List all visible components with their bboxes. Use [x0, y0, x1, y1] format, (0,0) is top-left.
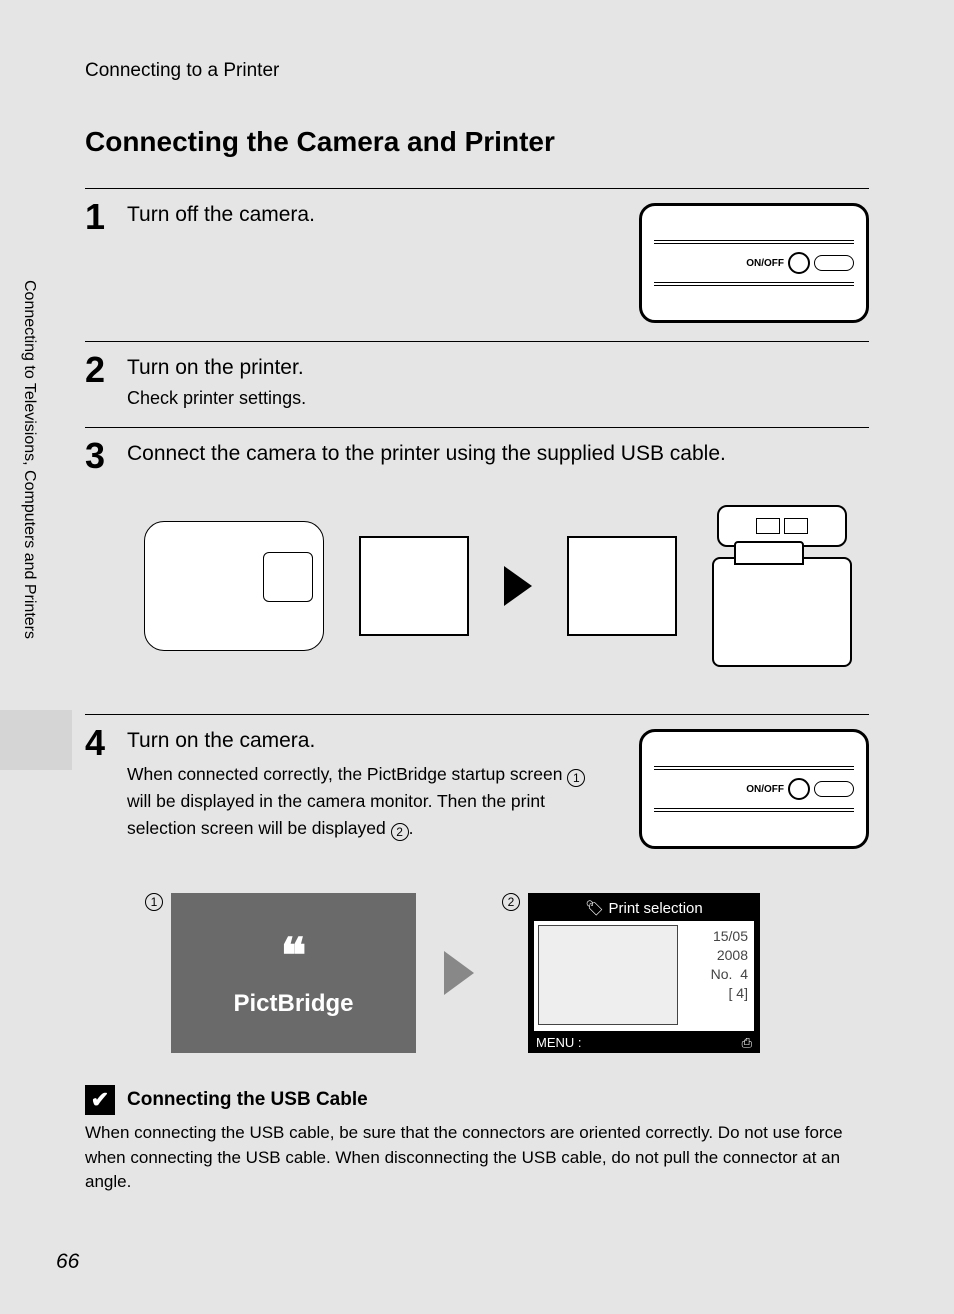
port-detail-icon — [359, 536, 469, 636]
camera-icon — [144, 521, 324, 651]
printer-icon — [712, 557, 852, 667]
arrow-right-icon — [504, 566, 532, 606]
usb-connection-figure — [127, 476, 869, 696]
onoff-label: ON/OFF — [746, 258, 784, 269]
step-title: Turn on the camera. — [127, 729, 621, 753]
note-section: ✔ Connecting the USB Cable When connecti… — [85, 1085, 869, 1195]
step-number: 3 — [85, 438, 109, 696]
text: When connected correctly, the PictBridge… — [127, 764, 567, 784]
note-title: Connecting the USB Cable — [127, 1089, 368, 1111]
power-button-icon — [788, 778, 810, 800]
page-number: 66 — [56, 1250, 79, 1274]
text: . — [409, 818, 414, 838]
no-label: No. — [711, 966, 733, 982]
step-number: 1 — [85, 199, 109, 323]
onoff-label: ON/OFF — [746, 784, 784, 795]
page-title: Connecting the Camera and Printer — [85, 126, 869, 158]
page: Connecting to Televisions, Computers and… — [0, 0, 954, 1314]
step-4: 4 Turn on the camera. When connected cor… — [85, 714, 869, 867]
pictbridge-label: PictBridge — [233, 990, 353, 1018]
step-number: 2 — [85, 352, 109, 409]
circled-number-icon: 2 — [502, 893, 520, 911]
thumbnail-icon — [538, 925, 678, 1025]
date-line: 15/05 — [711, 927, 748, 946]
circled-number-icon: 1 — [567, 769, 585, 787]
step-title: Turn off the camera. — [127, 203, 621, 227]
step-title: Connect the camera to the printer using … — [127, 442, 869, 466]
date-line: 2008 — [711, 946, 748, 965]
camera-detail-icon — [814, 255, 854, 271]
step-2: 2 Turn on the printer. Check printer set… — [85, 341, 869, 427]
step-number: 4 — [85, 725, 109, 849]
menu-label: MENU : — [536, 1035, 582, 1051]
circled-number-icon: 2 — [391, 823, 409, 841]
side-tab-label: Connecting to Televisions, Computers and… — [20, 280, 38, 700]
step-3: 3 Connect the camera to the printer usin… — [85, 427, 869, 714]
text: will be displayed in the camera monitor.… — [127, 791, 545, 838]
step-description: When connected correctly, the PictBridge… — [127, 761, 607, 842]
note-check-icon: ✔ — [85, 1085, 115, 1115]
circled-number-icon: 1 — [145, 893, 163, 911]
pictbridge-logo-icon: ❝ — [281, 928, 307, 984]
step-subtext: Check printer settings. — [127, 388, 869, 409]
print-selection-screen: 🏷 Print selection 15/05 2008 No. 4 [ 4] … — [528, 893, 760, 1053]
side-tab-marker — [0, 710, 72, 770]
step-title: Turn on the printer. — [127, 356, 869, 380]
bracket-value: [ 4] — [711, 984, 748, 1003]
camera-onoff-figure: ON/OFF — [639, 729, 869, 849]
note-body: When connecting the USB cable, be sure t… — [85, 1121, 869, 1195]
screen-title: 🏷 Print selection — [532, 897, 756, 919]
menu-icon: ⎙ — [742, 1035, 752, 1051]
port-detail-icon — [567, 536, 677, 636]
photo-meta: 15/05 2008 No. 4 [ 4] — [711, 927, 748, 1003]
no-value: 4 — [740, 966, 748, 982]
camera-detail-icon — [814, 781, 854, 797]
pictbridge-screen: ❝ PictBridge — [171, 893, 416, 1053]
camera-onoff-figure: ON/OFF — [639, 203, 869, 323]
step-1: 1 Turn off the camera. ON/OFF — [85, 188, 869, 341]
arrow-right-icon — [444, 951, 474, 995]
power-button-icon — [788, 252, 810, 274]
breadcrumb: Connecting to a Printer — [85, 60, 869, 82]
screens-row: 1 ❝ PictBridge 2 🏷 Print selection 15/05… — [145, 893, 869, 1053]
